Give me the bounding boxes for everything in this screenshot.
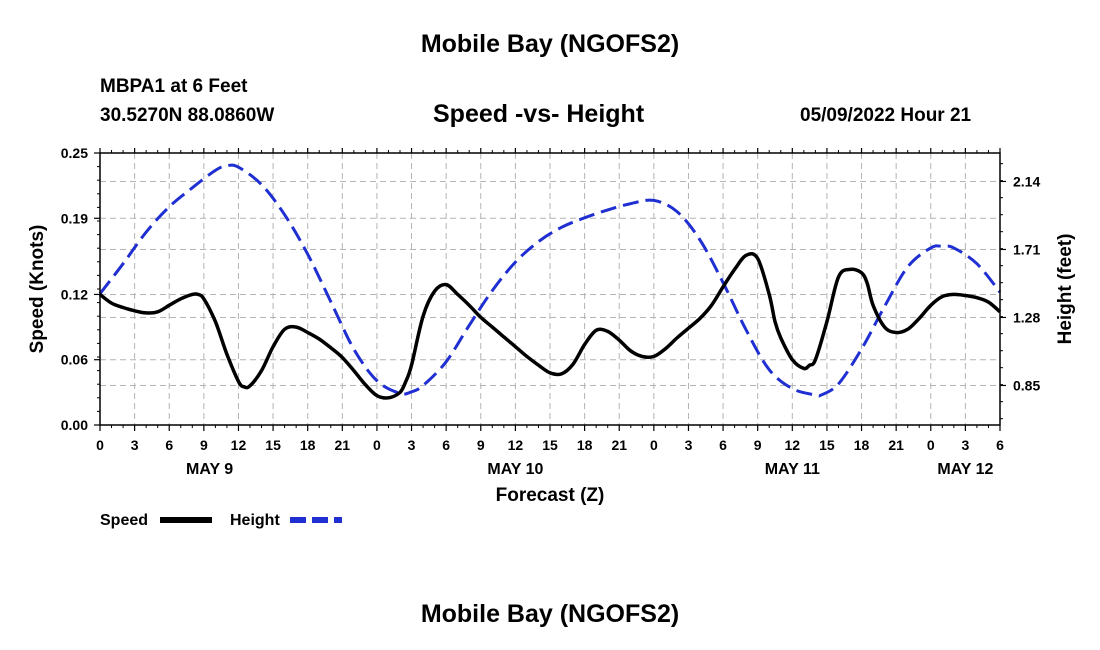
y-right-tick-label: 0.85	[1013, 377, 1040, 393]
y-left-tick-label: 0.12	[61, 286, 88, 302]
x-tick-label: 12	[785, 437, 801, 453]
day-label: MAY 12	[937, 461, 993, 478]
height-series-line	[98, 163, 1002, 398]
x-tick-label: 0	[373, 437, 381, 453]
x-tick-label: 21	[888, 437, 904, 453]
day-label: MAY 9	[186, 461, 233, 478]
x-tick-label: 9	[200, 437, 208, 453]
day-label: MAY 11	[765, 461, 820, 478]
axis-labels: 0 3 6 9 12 15 18 21 0 3 6 9 12 15 18 21 0 3 6 9 12 15 18 21 0 3 6 0…	[27, 145, 1076, 506]
x-tick-label: 15	[542, 437, 558, 453]
x-tick-label: 6	[442, 437, 450, 453]
footer-title: Mobile Bay (NGOFS2)	[420, 600, 680, 628]
legend-speed-label: Speed	[100, 512, 148, 529]
forecast-timestamp: 05/09/2022 Hour 21	[800, 105, 972, 126]
y-left-tick-label: 0.25	[61, 145, 88, 161]
y-right-axis-title: Height (feet)	[1055, 234, 1076, 345]
x-tick-label: 3	[131, 437, 139, 453]
x-tick-label: 6	[996, 437, 1004, 453]
x-tick-label: 18	[577, 437, 593, 453]
y-right-tick-label: 2.14	[1013, 173, 1040, 189]
x-tick-label: 21	[335, 437, 351, 453]
x-tick-label: 12	[231, 437, 247, 453]
chart-subtitle: Speed -vs- Height	[433, 100, 645, 128]
x-tick-label: 3	[408, 437, 416, 453]
x-tick-label: 3	[961, 437, 969, 453]
y-left-tick-label: 0.06	[61, 352, 88, 368]
x-tick-label: 6	[165, 437, 173, 453]
legend-height-label: Height	[230, 512, 280, 529]
series-layer	[98, 163, 1002, 400]
speed-series-line	[98, 252, 1002, 400]
x-tick-label: 0	[650, 437, 658, 453]
day-label: MAY 10	[487, 461, 543, 478]
station-label: MBPA1 at 6 Feet	[100, 76, 248, 97]
x-tick-label: 21	[611, 437, 627, 453]
x-tick-label: 9	[477, 437, 485, 453]
legend: Speed Height	[100, 512, 342, 529]
x-tick-label: 12	[508, 437, 524, 453]
y-right-tick-label: 1.28	[1013, 309, 1040, 325]
x-tick-label: 15	[819, 437, 835, 453]
x-tick-label: 0	[927, 437, 935, 453]
x-tick-label: 15	[265, 437, 281, 453]
x-tick-label: 0	[96, 437, 104, 453]
station-coordinates: 30.5270N 88.0860W	[100, 105, 275, 126]
x-axis-title: Forecast (Z)	[496, 485, 605, 506]
x-tick-label: 18	[300, 437, 316, 453]
y-left-axis-title: Speed (Knots)	[27, 225, 48, 354]
x-tick-label: 3	[685, 437, 693, 453]
x-tick-label: 18	[854, 437, 870, 453]
x-tick-label: 6	[719, 437, 727, 453]
x-tick-label: 9	[754, 437, 762, 453]
y-left-tick-label: 0.19	[61, 210, 88, 226]
chart-title: Mobile Bay (NGOFS2)	[420, 30, 680, 58]
y-left-tick-label: 0.00	[61, 417, 88, 433]
y-right-tick-label: 1.71	[1013, 241, 1040, 257]
axis-ticks	[94, 148, 1006, 431]
grid-lines	[100, 153, 1000, 425]
